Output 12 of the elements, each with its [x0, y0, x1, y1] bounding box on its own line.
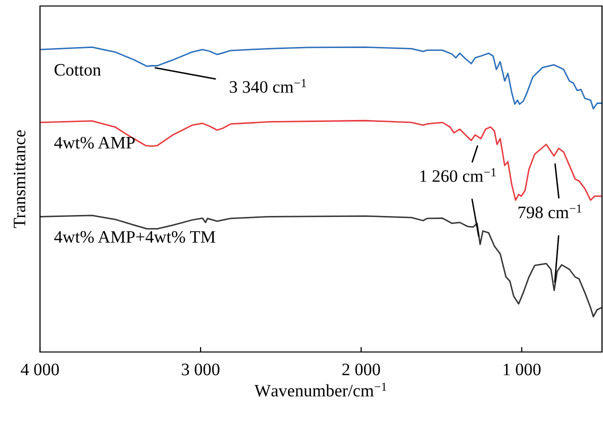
- x-tick-label: 1 000: [504, 364, 541, 376]
- y-axis-title: Transmittance: [14, 130, 26, 228]
- series-label: 4wt% AMP+4wt% TM: [54, 231, 216, 243]
- series-label: 4wt% AMP: [54, 136, 135, 149]
- x-tick-label: 3 000: [182, 364, 220, 376]
- annotation: 1 260 cm$^{−1}$: [420, 168, 496, 182]
- x-tick-label: 4 000: [20, 364, 59, 376]
- series-label: Cotton: [54, 64, 101, 76]
- annotation: 798 cm$^{−1}$: [518, 204, 582, 218]
- annotation: 3 340 cm$^{−1}$: [230, 79, 306, 93]
- x-tick-label: 2 000: [342, 364, 380, 376]
- x-axis-title: Wavenumber/cm$^{−1}$: [254, 382, 386, 397]
